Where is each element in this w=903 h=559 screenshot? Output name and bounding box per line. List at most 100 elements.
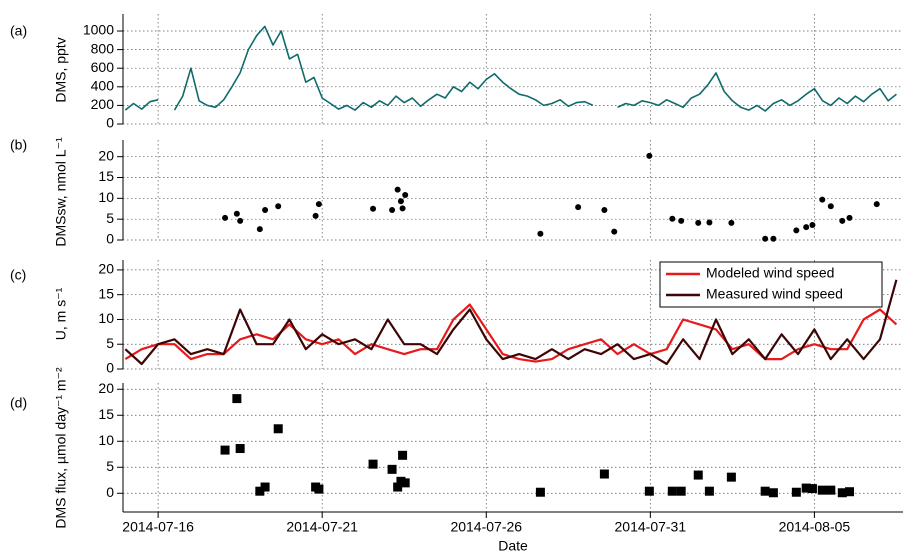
- point: [728, 219, 735, 226]
- point: [762, 235, 769, 242]
- point: [314, 484, 324, 494]
- y-tick-label: 15: [98, 406, 114, 422]
- y-axis-label: DMS flux, µmol day⁻¹ m⁻²: [53, 367, 69, 529]
- y-tick-label: 20: [98, 261, 114, 277]
- y-tick-label: 10: [98, 432, 114, 448]
- point: [791, 487, 801, 497]
- point: [768, 488, 778, 498]
- panel-label: (a): [10, 23, 27, 39]
- data-line: [124, 25, 897, 112]
- point: [393, 482, 403, 492]
- point: [611, 228, 618, 235]
- point: [601, 207, 608, 213]
- legend-label: Measured wind speed: [706, 286, 843, 302]
- y-tick-label: 200: [91, 96, 115, 112]
- point: [706, 219, 713, 226]
- y-tick-label: 20: [98, 147, 114, 163]
- point: [312, 212, 319, 219]
- point: [837, 488, 847, 498]
- point: [826, 485, 836, 495]
- point: [839, 217, 846, 224]
- point: [644, 486, 654, 496]
- point: [676, 486, 686, 496]
- point: [368, 459, 378, 469]
- point: [275, 203, 282, 210]
- point: [315, 201, 322, 208]
- point: [678, 217, 685, 224]
- y-tick-label: 0: [106, 231, 114, 247]
- point: [535, 487, 545, 497]
- point: [400, 478, 410, 488]
- point: [260, 482, 270, 492]
- point: [256, 226, 263, 233]
- point: [801, 483, 811, 493]
- panel-label: (b): [10, 137, 27, 153]
- y-tick-label: 15: [98, 168, 114, 184]
- y-axis-label: DMS, pptv: [53, 37, 69, 102]
- point: [220, 445, 230, 455]
- point: [387, 464, 397, 474]
- point: [233, 210, 240, 217]
- y-tick-label: 800: [91, 40, 115, 56]
- y-tick-label: 0: [106, 484, 114, 500]
- x-tick-label: 2014-07-16: [122, 519, 194, 535]
- y-tick-label: 20: [98, 380, 114, 396]
- y-tick-label: 400: [91, 78, 115, 94]
- point: [222, 214, 229, 221]
- legend-label: Modeled wind speed: [706, 265, 834, 281]
- point: [402, 192, 409, 198]
- y-tick-label: 10: [98, 310, 114, 326]
- x-axis-label: Date: [498, 538, 528, 554]
- point: [389, 207, 396, 213]
- point: [807, 484, 817, 494]
- y-tick-label: 5: [106, 210, 114, 226]
- point: [760, 486, 770, 496]
- panel-label: (d): [10, 395, 27, 411]
- point: [809, 222, 816, 228]
- point: [704, 486, 714, 496]
- point: [398, 450, 408, 460]
- y-tick-label: 1000: [83, 22, 114, 38]
- point: [537, 230, 544, 237]
- point: [827, 203, 834, 210]
- point: [770, 235, 777, 242]
- point: [669, 215, 676, 222]
- point: [646, 152, 653, 159]
- point: [817, 485, 827, 495]
- point: [235, 444, 245, 454]
- point: [262, 207, 269, 213]
- y-tick-label: 5: [106, 335, 114, 351]
- point: [255, 486, 265, 496]
- panel-label: (c): [10, 267, 26, 283]
- point: [793, 227, 800, 234]
- y-axis-label: U, m s⁻¹: [53, 287, 69, 340]
- x-tick-label: 2014-07-31: [615, 519, 687, 535]
- point: [237, 217, 244, 224]
- x-tick-label: 2014-07-21: [286, 519, 358, 535]
- point: [667, 486, 677, 496]
- y-tick-label: 10: [98, 189, 114, 205]
- point: [819, 196, 826, 203]
- data-line: [124, 279, 898, 366]
- legend: Modeled wind speed Measured wind speed: [659, 261, 883, 308]
- x-tick-label: 2014-08-05: [779, 519, 851, 535]
- point: [846, 214, 853, 221]
- point: [693, 470, 703, 480]
- y-tick-label: 600: [91, 59, 115, 75]
- point: [726, 472, 736, 482]
- point: [394, 186, 401, 193]
- y-tick-label: 15: [98, 285, 114, 301]
- point: [575, 204, 582, 211]
- y-axis-label: DMSsw, nmol L⁻¹: [53, 137, 69, 247]
- point: [370, 205, 377, 212]
- y-tick-label: 0: [106, 115, 114, 131]
- y-tick-label: 0: [106, 360, 114, 376]
- point: [695, 219, 702, 226]
- point: [845, 487, 855, 497]
- legend-box: [659, 261, 883, 308]
- point: [397, 198, 404, 205]
- point: [273, 424, 283, 434]
- point: [873, 201, 880, 208]
- x-tick-label: 2014-07-26: [450, 519, 522, 535]
